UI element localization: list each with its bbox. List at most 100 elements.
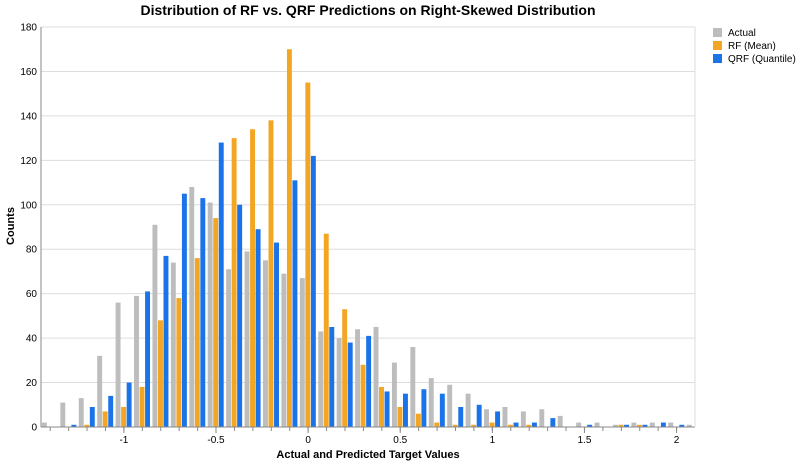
bar-qrf-quantile xyxy=(587,424,593,427)
bar-actual xyxy=(447,384,453,427)
bar-rf-mean xyxy=(286,49,292,427)
bar-actual xyxy=(355,329,361,427)
bar-actual xyxy=(189,187,195,427)
x-tick-label: 0 xyxy=(305,435,311,446)
bar-qrf-quantile xyxy=(660,422,666,427)
bar-rf-mean xyxy=(323,233,329,427)
bar-actual xyxy=(226,269,232,427)
x-axis-title: Actual and Predicted Target Values xyxy=(276,449,459,461)
bar-rf-mean xyxy=(526,424,532,427)
bar-qrf-quantile xyxy=(642,424,648,427)
legend-swatch xyxy=(713,41,722,50)
y-tick-label: 60 xyxy=(26,289,38,300)
bar-qrf-quantile xyxy=(310,155,316,427)
bar-rf-mean xyxy=(157,320,163,427)
bar-qrf-quantile xyxy=(71,424,77,427)
bar-qrf-quantile xyxy=(329,327,335,427)
bar-actual xyxy=(557,415,563,427)
bar-rf-mean xyxy=(121,407,127,427)
bar-rf-mean xyxy=(360,364,366,427)
bar-qrf-quantile xyxy=(624,424,629,427)
bar-actual xyxy=(336,338,342,427)
bar-actual xyxy=(410,347,416,427)
bar-qrf-quantile xyxy=(476,404,482,427)
bar-qrf-quantile xyxy=(347,342,353,427)
bar-rf-mean xyxy=(213,218,219,427)
bar-qrf-quantile xyxy=(403,393,408,427)
bar-actual xyxy=(115,302,121,427)
bar-qrf-quantile xyxy=(679,424,685,427)
bar-actual xyxy=(97,355,103,427)
bar-qrf-quantile xyxy=(181,193,187,427)
bar-actual xyxy=(576,422,582,427)
bar-qrf-quantile xyxy=(163,255,169,427)
bar-qrf-quantile xyxy=(145,291,151,427)
bar-rf-mean xyxy=(250,129,256,427)
x-tick-label: 0.5 xyxy=(393,435,407,446)
bar-rf-mean xyxy=(379,387,384,427)
bar-qrf-quantile xyxy=(458,407,464,427)
bar-qrf-quantile xyxy=(274,242,279,427)
bar-actual xyxy=(41,422,47,427)
bar-actual xyxy=(428,378,434,427)
bar-qrf-quantile xyxy=(89,407,95,427)
bar-actual xyxy=(262,260,268,427)
bar-rf-mean xyxy=(489,422,495,427)
legend-swatch xyxy=(713,28,722,37)
bar-qrf-quantile xyxy=(531,422,537,427)
bar-qrf-quantile xyxy=(255,229,261,427)
bar-qrf-quantile xyxy=(237,204,243,427)
y-axis-title: Counts xyxy=(5,207,17,245)
bar-qrf-quantile xyxy=(108,395,114,427)
legend: Actual RF (Mean) QRF (Quantile) xyxy=(713,28,796,65)
bar-rf-mean xyxy=(84,424,90,427)
y-tick-label: 40 xyxy=(26,334,38,345)
bar-actual xyxy=(613,424,618,427)
bar-actual xyxy=(134,295,139,427)
x-tick-label: 2 xyxy=(674,435,680,446)
y-tick-label: 120 xyxy=(20,156,37,167)
bar-rf-mean xyxy=(268,120,274,427)
axes xyxy=(40,27,696,433)
bar-actual xyxy=(391,362,397,427)
bar-actual xyxy=(299,278,305,427)
bar-qrf-quantile xyxy=(550,418,556,427)
bar-rf-mean xyxy=(231,138,237,428)
bar-rf-mean xyxy=(176,298,182,427)
bar-qrf-quantile xyxy=(513,422,519,427)
y-tick-label: 100 xyxy=(20,200,37,211)
ticks: 0 20 40 60 80 100 120 140 160 180 -1 -0.5 0 0.5 1 1.5 2 xyxy=(20,23,679,447)
y-tick-label: 80 xyxy=(26,245,38,256)
x-tick-label: -0.5 xyxy=(207,435,225,446)
bar-rf-mean xyxy=(305,82,311,427)
bar-rf-mean xyxy=(194,258,200,427)
bar-qrf-quantile xyxy=(200,198,206,427)
bar-actual xyxy=(281,273,287,427)
y-tick-label: 140 xyxy=(20,111,37,122)
bar-qrf-quantile xyxy=(421,389,427,427)
bar-qrf-quantile xyxy=(292,180,298,427)
bar-actual xyxy=(502,407,508,427)
x-tick-label: -1 xyxy=(119,435,128,446)
y-tick-label: 0 xyxy=(31,423,37,434)
bar-rf-mean xyxy=(139,387,145,427)
bar-actual xyxy=(649,422,655,427)
bar-actual xyxy=(631,422,637,427)
bar-qrf-quantile xyxy=(218,142,224,427)
bar-actual xyxy=(668,422,674,427)
bar-rf-mean xyxy=(618,424,624,427)
bar-actual xyxy=(520,411,526,427)
bar-qrf-quantile xyxy=(439,393,445,427)
bar-rf-mean xyxy=(452,424,458,427)
x-tick-label: 1.5 xyxy=(578,435,592,446)
bar-rf-mean xyxy=(342,309,348,427)
bar-actual xyxy=(686,424,692,427)
bar-actual xyxy=(60,402,66,427)
legend-label: Actual xyxy=(728,28,756,39)
y-tick-label: 160 xyxy=(20,67,37,78)
bar-rf-mean xyxy=(397,407,403,427)
bar-qrf-quantile xyxy=(126,382,132,427)
x-tick-label: 1 xyxy=(490,435,496,446)
y-tick-label: 180 xyxy=(20,23,37,34)
bar-rf-mean xyxy=(471,424,477,427)
